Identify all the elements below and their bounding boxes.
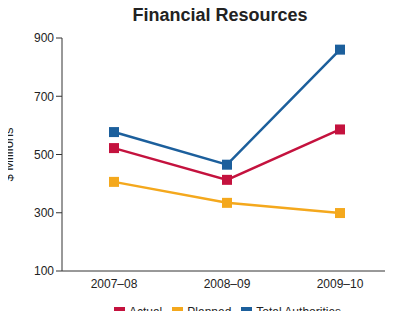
svg-text:2009–10: 2009–10 (317, 277, 364, 291)
svg-text:300: 300 (34, 206, 54, 220)
svg-text:2007–08: 2007–08 (91, 277, 138, 291)
html-text:Actual: Actual (128, 305, 163, 319)
svg-text:900: 900 (34, 31, 54, 45)
html-text:Total Authorities: Total Authorities (256, 305, 342, 319)
html-text:Planned: Planned (187, 305, 232, 319)
svg-text:100: 100 (34, 264, 54, 278)
svg-text:500: 500 (34, 148, 54, 162)
svg-text:$ Millions: $ Millions (8, 127, 16, 182)
svg-text:700: 700 (34, 90, 54, 104)
html-text:Financial Resources: Financial Resources (132, 5, 308, 25)
svg-text:2008–09: 2008–09 (204, 277, 251, 291)
